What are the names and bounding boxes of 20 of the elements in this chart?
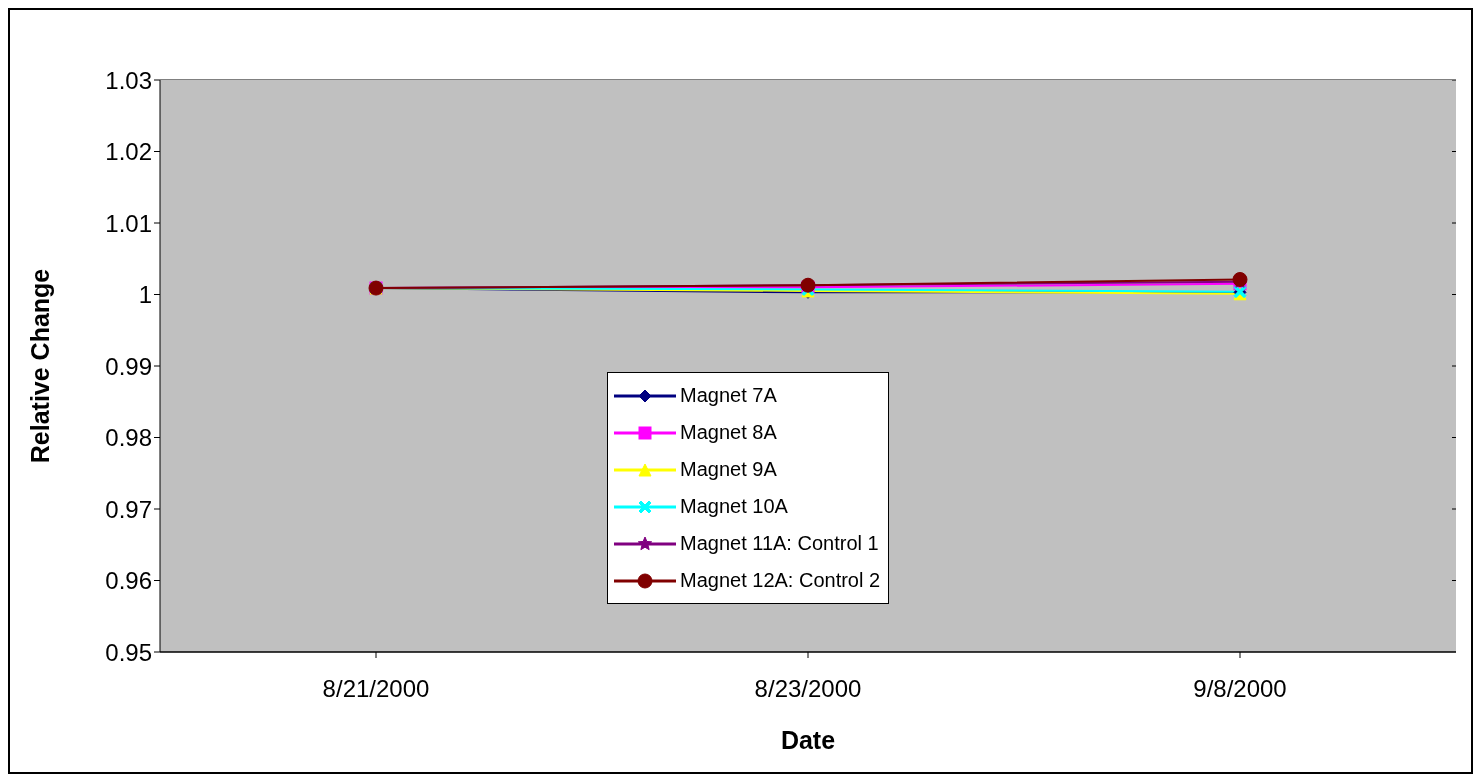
legend-label: Magnet 12A: Control 2 <box>680 569 881 592</box>
y-tick-label: 0.96 <box>105 567 152 595</box>
x-tick-label: 9/8/2000 <box>1193 675 1287 703</box>
y-tick-label: 1.02 <box>105 138 152 166</box>
y-tick-label: 0.97 <box>105 495 152 523</box>
x-axis-title: Date <box>780 726 836 754</box>
x-tick-label: 8/23/2000 <box>754 675 862 703</box>
legend-label: Magnet 7A <box>680 384 777 407</box>
y-tick-label: 0.95 <box>105 638 152 666</box>
legend-label: Magnet 9A <box>680 458 777 481</box>
y-tick-label: 0.99 <box>105 352 152 380</box>
legend-label: Magnet 11A: Control 1 <box>680 532 879 555</box>
y-tick-label: 0.98 <box>105 424 152 452</box>
legend-label: Magnet 10A <box>680 495 788 518</box>
y-tick-label: 1.01 <box>105 209 152 237</box>
y-tick-label: 1.03 <box>105 66 152 94</box>
y-axis-title: Relative Change <box>25 268 54 464</box>
legend-label: Magnet 8A <box>680 421 777 444</box>
y-tick-label: 1 <box>138 281 152 309</box>
x-tick-label: 8/21/2000 <box>322 675 430 703</box>
